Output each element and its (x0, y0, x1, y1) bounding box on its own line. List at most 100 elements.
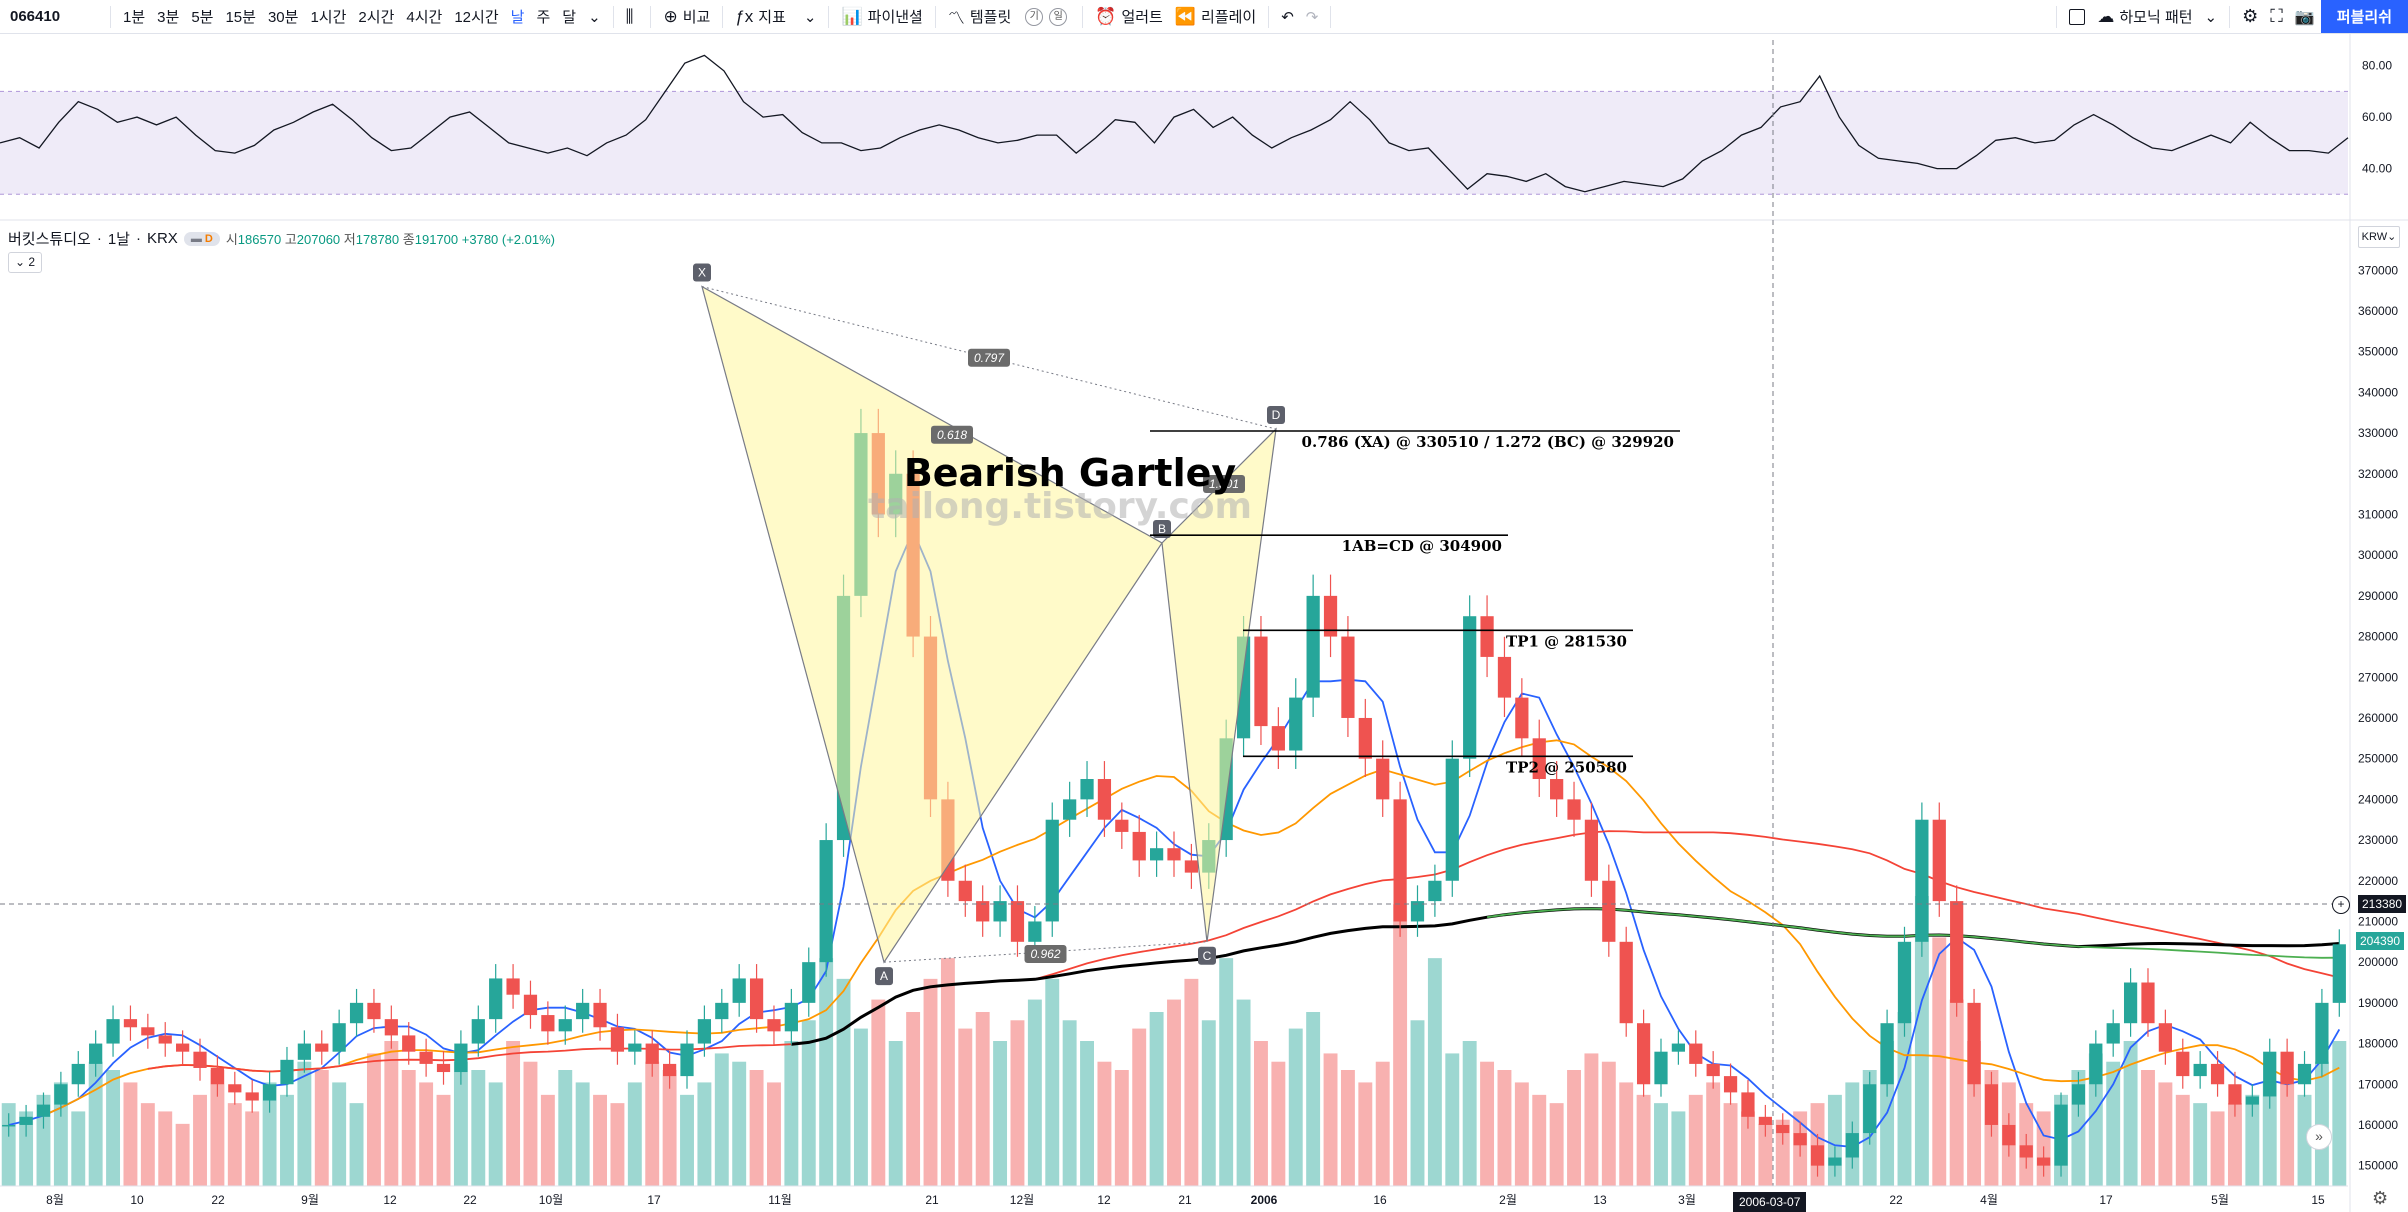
volume-bar (662, 1070, 677, 1186)
candle-body (1550, 779, 1564, 800)
candle-body (1897, 941, 1912, 1024)
interval-button[interactable]: 15분 (225, 9, 256, 26)
candle-body (1636, 1023, 1651, 1085)
template-circle-2[interactable]: 일 (1049, 7, 1068, 26)
symbol-search[interactable]: 066410 (10, 8, 61, 25)
snapshot-button[interactable]: 📷 (2289, 0, 2321, 33)
price-tick-label: 180000 (2358, 1037, 2398, 1051)
candle-body (1463, 616, 1477, 759)
interval-button[interactable]: 날 (510, 9, 525, 26)
moving-average-line (1486, 907, 2340, 959)
change-value: +3780 (+2.01%) (461, 232, 555, 247)
axis-settings-icon[interactable]: ⚙ (2372, 1188, 2389, 1208)
candle-body (1393, 799, 1407, 922)
ratio-label: 0.797 (974, 351, 1005, 365)
candle-body (1654, 1051, 1668, 1085)
price-tick-label: 220000 (2358, 874, 2398, 888)
settings-button[interactable]: ⚙ (2236, 0, 2264, 33)
rsi-line (0, 54, 2349, 193)
compare-button[interactable]: ⊕ 비교 (657, 0, 716, 33)
volume-bar (732, 1061, 747, 1186)
rsi-pane (0, 54, 2408, 221)
candle-body (1271, 726, 1285, 751)
volume-bar (280, 1094, 294, 1186)
price-tick-label: 240000 (2358, 792, 2398, 806)
currency-selector[interactable]: KRW⌄ (2358, 226, 2400, 248)
interval-button[interactable]: 30분 (267, 9, 299, 26)
top-toolbar: 066410 1분 3분 5분 15분 30분 1시간 2시간 4시간 12시간 날 주 달 ⌄ ⫼ … (0, 0, 2408, 34)
candle-body (158, 1035, 172, 1044)
candle-body (2002, 1124, 2016, 1146)
interval-button[interactable]: 3분 (157, 9, 180, 26)
layout-square-icon (2069, 8, 2086, 25)
volume-bar (888, 1041, 903, 1186)
interval-button[interactable]: 1분 (123, 9, 146, 26)
legend-collapse-button[interactable]: ⌄ 2 (8, 252, 42, 273)
interval-button[interactable]: 12시간 (454, 9, 499, 26)
interval-button[interactable]: 5분 (191, 9, 214, 26)
volume-bar (123, 1082, 138, 1186)
candle-body (2141, 982, 2155, 1024)
harmonic-pattern-button[interactable]: ☁ 하모닉 패턴 ⌄ (2091, 0, 2223, 33)
legend-name[interactable]: 버킷스튜디오 (8, 231, 91, 248)
candle-body (193, 1051, 207, 1068)
fullscreen-button[interactable]: ⛶ (2264, 0, 2289, 33)
volume-bar (332, 1082, 347, 1186)
template-circle-1[interactable]: 기 (1025, 7, 1044, 26)
interval-button[interactable]: 주 (536, 9, 551, 26)
candle-body (593, 1002, 607, 1028)
interval-button[interactable]: 1시간 (310, 9, 347, 26)
alert-button[interactable]: ⏰ 얼러트 (1089, 0, 1169, 33)
volume-bar (1636, 1094, 1651, 1186)
volume-bar (940, 958, 955, 1186)
candle-body (471, 1019, 485, 1044)
time-tick-label: 21 (1178, 1193, 1192, 1207)
pattern-point-label-bg (1153, 519, 1171, 538)
candle-body (1028, 921, 1042, 942)
candle-body (71, 1063, 85, 1085)
volume-bar (2314, 1061, 2329, 1186)
candle-body (1515, 697, 1529, 739)
interval-button[interactable]: 4시간 (406, 9, 443, 26)
fx-icon: ƒx (735, 6, 754, 26)
layout-button[interactable] (2063, 0, 2091, 33)
volume-bar (871, 999, 886, 1186)
gartley-xab-triangle (701, 285, 1163, 964)
time-tick-label: 21 (925, 1193, 939, 1207)
price-tick-label: 280000 (2358, 630, 2398, 644)
undo-button[interactable]: ↶ (1275, 0, 1300, 33)
volume-bar (1062, 1020, 1077, 1186)
candle-body (1323, 595, 1338, 637)
volume-bar (245, 1111, 260, 1186)
interval-button[interactable]: 달 (562, 9, 577, 26)
publish-button[interactable]: 퍼블리쉬 (2320, 0, 2408, 33)
target-level-label: TP2 @ 250580 (1506, 758, 1627, 776)
candle-body (245, 1092, 259, 1101)
scroll-right-button[interactable]: » (2306, 1124, 2332, 1150)
replay-button[interactable]: ⏪ 리플레이 (1169, 0, 1262, 33)
volume-bar (1010, 1020, 1025, 1186)
candle-body (89, 1043, 103, 1064)
candle-body (1167, 848, 1181, 861)
interval-button[interactable]: 2시간 (358, 9, 395, 26)
redo-button[interactable]: ↷ (1300, 0, 1325, 33)
volume-bar (1897, 1012, 1912, 1186)
candle-body (1045, 819, 1059, 922)
volume-bar (2141, 1070, 2155, 1186)
price-tick-label: 320000 (2358, 467, 2398, 481)
plus-circle-icon[interactable]: + (2332, 896, 2350, 914)
candle-body (1063, 799, 1077, 820)
volume-bar (314, 1070, 329, 1186)
candle-style-button[interactable]: ⫼ (620, 0, 645, 33)
time-tick-label: 13 (1593, 1193, 1607, 1207)
indicators-button[interactable]: ƒx 지표 ⌄ (729, 0, 822, 33)
pattern-point-label-bg (1267, 406, 1285, 425)
volume-bar (2245, 1094, 2260, 1186)
pine-button[interactable]: 📊 파이낸셜 (835, 0, 928, 33)
ratio-label-bg (1024, 944, 1067, 963)
candle-body (2158, 1023, 2172, 1052)
chart-canvas[interactable]: 0.797 0.618 1.301 0.962 X A B C Dtailong.tistory… (0, 34, 2408, 1212)
candle-body (1480, 616, 1494, 657)
interval-dropdown-icon[interactable]: ⌄ (588, 8, 601, 26)
